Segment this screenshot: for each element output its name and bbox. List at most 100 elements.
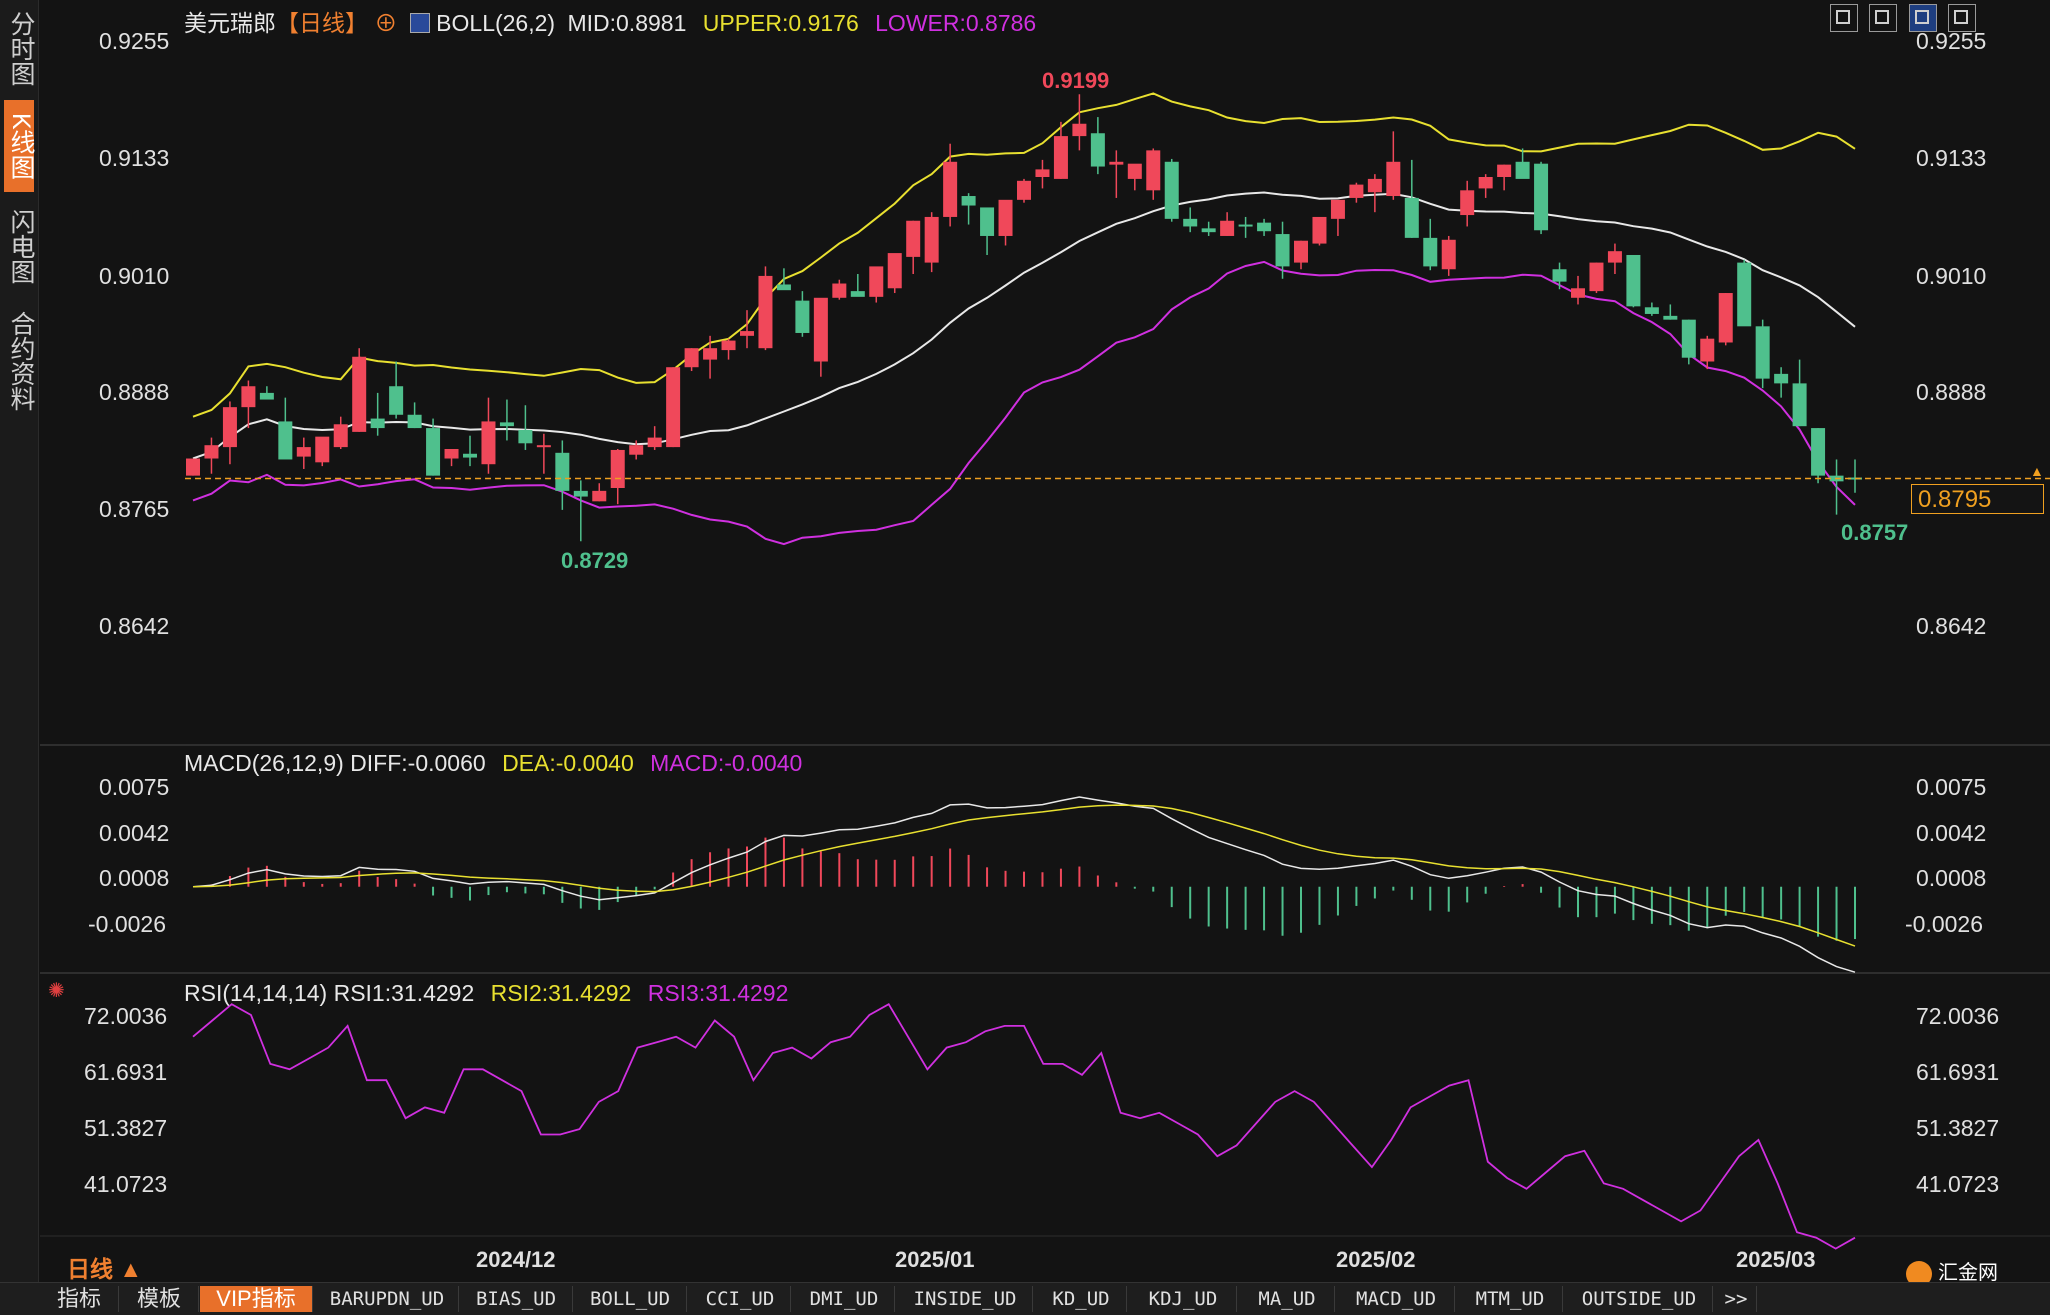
candle-body xyxy=(832,283,847,298)
settings-icon[interactable]: ✺ xyxy=(48,980,65,1002)
symbol-name: 美元瑞郎 xyxy=(184,10,276,36)
candle-body xyxy=(1497,164,1512,178)
boll-mid: MID:0.8981 xyxy=(567,10,687,36)
candle-body xyxy=(1183,218,1198,227)
macd-dea: DEA:-0.0040 xyxy=(502,750,634,776)
candle-body xyxy=(703,348,718,360)
candle-body xyxy=(555,452,570,491)
low-annotation-2: 0.8757 xyxy=(1841,520,1909,545)
candle-body xyxy=(1423,237,1438,267)
y-tick-left-6: 0.8642 xyxy=(99,613,170,639)
tab-macd[interactable]: MACD_UD xyxy=(1338,1286,1455,1312)
sidebar-item-kline[interactable]: K线图 xyxy=(4,100,35,192)
candle-body xyxy=(1571,288,1585,298)
candle-body xyxy=(1238,224,1253,227)
candle-body xyxy=(1275,234,1290,267)
candle-body xyxy=(1035,169,1050,178)
candle-body xyxy=(1515,161,1530,179)
tab-bias[interactable]: BIAS_UD xyxy=(460,1286,573,1312)
rsi-tick-right-1: 72.0036 xyxy=(1916,1003,2000,1029)
candle-body xyxy=(186,458,200,476)
candle-body xyxy=(887,253,902,289)
rsi-tick-right-2: 61.6931 xyxy=(1916,1059,2000,1085)
candle-body xyxy=(795,300,810,333)
candle-body xyxy=(666,367,681,448)
sidebar-item-flash[interactable]: 闪电图 xyxy=(7,208,35,284)
add-icon[interactable]: ⊕ xyxy=(374,10,398,36)
tab-kdj[interactable]: KDJ_UD xyxy=(1130,1286,1237,1312)
candle-body xyxy=(1441,239,1456,270)
high-annotation: 0.9199 xyxy=(1042,68,1110,93)
candle-body xyxy=(536,445,551,448)
left-sidebar: 分时图 K线图 闪电图 合约资料 xyxy=(0,0,39,1314)
candle-body xyxy=(1109,161,1124,165)
candle-body xyxy=(1404,197,1419,238)
candle-body xyxy=(684,348,699,368)
candle-body xyxy=(499,422,514,427)
boll-lower-line xyxy=(192,260,1856,546)
candle-body xyxy=(241,386,256,408)
tab-mtm[interactable]: MTM_UD xyxy=(1458,1286,1563,1312)
macd-tick-left-3: 0.0008 xyxy=(99,865,170,891)
layout-icon[interactable] xyxy=(1869,4,1898,32)
candle-body xyxy=(1792,383,1807,427)
candle-body xyxy=(352,356,367,432)
macd-tick-left-2: 0.0042 xyxy=(99,820,170,846)
candle-body xyxy=(296,447,311,457)
candle-body xyxy=(740,331,754,336)
rsi-tick-left-1: 72.0036 xyxy=(84,1003,168,1029)
tab-boll[interactable]: BOLL_UD xyxy=(574,1286,687,1312)
candle-body xyxy=(1626,254,1641,307)
tab-kd[interactable]: KD_UD xyxy=(1036,1286,1127,1312)
candle-body xyxy=(1090,133,1105,167)
y-tick-right-4: 0.8888 xyxy=(1916,379,1987,405)
candle-body xyxy=(1534,163,1549,231)
boll-upper: UPPER:0.9176 xyxy=(702,10,859,36)
candle-body xyxy=(758,275,773,349)
candle-body xyxy=(1312,216,1327,244)
tab-inside[interactable]: INSIDE_UD xyxy=(898,1286,1033,1312)
candle-body xyxy=(980,207,995,236)
candle-body xyxy=(1220,220,1235,236)
candle-body xyxy=(204,445,219,459)
tab-cci[interactable]: CCI_UD xyxy=(690,1286,791,1312)
candle-body xyxy=(407,414,422,429)
tab-ma[interactable]: MA_UD xyxy=(1240,1286,1335,1312)
crosshair-icon[interactable] xyxy=(1829,4,1858,32)
logo-text: 汇金网 xyxy=(1938,1262,1998,1284)
candle-body xyxy=(463,453,477,458)
candle-body xyxy=(1386,161,1401,197)
tab-dmi[interactable]: DMI_UD xyxy=(794,1286,895,1312)
x-tick-mar: 2025/03 xyxy=(1736,1247,1816,1272)
chart-type-icon[interactable] xyxy=(1908,4,1937,32)
rsi-tick-left-4: 41.0723 xyxy=(84,1171,168,1197)
x-tick-dec: 2024/12 xyxy=(476,1247,556,1272)
candle-body xyxy=(333,424,348,448)
rsi-name: RSI(14,14,14) xyxy=(184,980,328,1006)
tab-barupdn[interactable]: BARUPDN_UD xyxy=(316,1286,459,1312)
period-button[interactable]: 日线 ▲ xyxy=(67,1256,143,1282)
macd-header: MACD(26,12,9) DIFF:-0.0060 DEA:-0.0040 M… xyxy=(184,750,802,777)
y-tick-right-1: 0.9255 xyxy=(1916,28,1987,54)
candle-body xyxy=(906,220,921,257)
x-tick-feb: 2025/02 xyxy=(1336,1247,1416,1272)
current-price-tag: 0.8795 xyxy=(1911,484,2044,514)
y-tick-left-2: 0.9133 xyxy=(99,145,170,171)
boll-icon[interactable] xyxy=(409,13,430,33)
rsi-tick-right-3: 51.3827 xyxy=(1916,1115,2000,1141)
scroll-right-icon[interactable] xyxy=(1948,4,1976,32)
y-tick-left-3: 0.9010 xyxy=(99,263,170,289)
candle-body xyxy=(1589,262,1604,292)
candle-body xyxy=(1257,222,1272,232)
y-tick-right-3: 0.9010 xyxy=(1916,263,1987,289)
sidebar-item-timeshare[interactable]: 分时图 xyxy=(7,10,35,86)
kline-chart[interactable] xyxy=(0,0,2050,1282)
sidebar-item-contract-info[interactable]: 合约资料 xyxy=(7,311,35,411)
tab-more[interactable]: >> xyxy=(1716,1286,1757,1312)
tab-indicator[interactable]: 指标 xyxy=(40,1286,119,1312)
boll-upper-line xyxy=(192,92,1856,418)
tab-vip-indicator[interactable]: VIP指标 xyxy=(200,1286,313,1312)
rsi-2: RSI2:31.4292 xyxy=(490,980,632,1006)
tab-outside[interactable]: OUTSIDE_UD xyxy=(1566,1286,1713,1312)
tab-template[interactable]: 模板 xyxy=(120,1286,199,1312)
